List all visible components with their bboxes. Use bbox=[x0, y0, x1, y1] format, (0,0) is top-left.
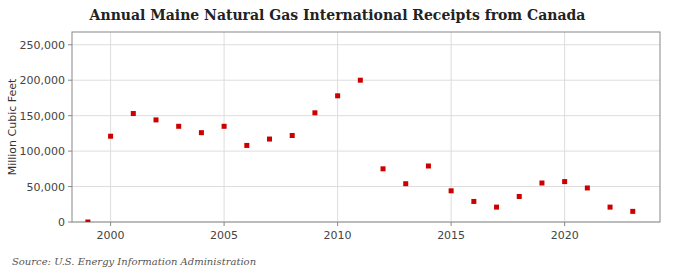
tick bbox=[68, 186, 72, 187]
point bbox=[403, 181, 408, 186]
point bbox=[449, 188, 454, 193]
point bbox=[199, 130, 204, 135]
tick-label: 0 bbox=[58, 216, 65, 229]
grid-line bbox=[110, 32, 111, 222]
point bbox=[244, 143, 249, 148]
tick-label: 2010 bbox=[324, 229, 352, 242]
point bbox=[267, 137, 272, 142]
point bbox=[290, 133, 295, 138]
grid-line bbox=[72, 44, 660, 45]
tick-label: 2015 bbox=[437, 229, 465, 242]
point bbox=[176, 124, 181, 129]
tick bbox=[68, 80, 72, 81]
grid-line bbox=[451, 32, 452, 222]
background bbox=[0, 0, 675, 275]
tick bbox=[564, 222, 565, 226]
grid-line bbox=[72, 115, 660, 116]
point bbox=[539, 181, 544, 186]
tick bbox=[224, 222, 225, 226]
tick-label: 2020 bbox=[551, 229, 579, 242]
grid-line bbox=[72, 80, 660, 81]
source-note: Source: U.S. Energy Information Administ… bbox=[12, 256, 256, 267]
tick bbox=[68, 115, 72, 116]
point bbox=[517, 194, 522, 199]
tick bbox=[68, 222, 72, 223]
point bbox=[471, 199, 476, 204]
point bbox=[335, 93, 340, 98]
tick bbox=[68, 151, 72, 152]
point bbox=[131, 111, 136, 116]
tick-label: 50,000 bbox=[27, 181, 66, 194]
grid-line bbox=[72, 186, 660, 187]
plot-frame bbox=[72, 32, 660, 222]
point bbox=[562, 179, 567, 184]
point bbox=[585, 185, 590, 190]
tick bbox=[68, 44, 72, 45]
point bbox=[85, 219, 90, 222]
point bbox=[154, 117, 159, 122]
point bbox=[381, 166, 386, 171]
grid-line bbox=[337, 32, 338, 222]
tick bbox=[337, 222, 338, 226]
tick-label: 150,000 bbox=[20, 110, 66, 123]
points bbox=[85, 78, 635, 222]
tick-label: 2005 bbox=[210, 229, 238, 242]
grid-line bbox=[72, 151, 660, 152]
tick-label: 2000 bbox=[97, 229, 125, 242]
point bbox=[608, 205, 613, 210]
point bbox=[222, 124, 227, 129]
point bbox=[630, 209, 635, 214]
axes: 0 50,000 100,000 150,000 200,000 250,000 2000 2… bbox=[20, 32, 661, 242]
point bbox=[358, 78, 363, 83]
tick-label: 250,000 bbox=[20, 39, 66, 52]
y-axis-label: Million Cubic Feet bbox=[6, 78, 19, 175]
grid-line bbox=[564, 32, 565, 222]
tick-label: 200,000 bbox=[20, 74, 66, 87]
tick-label: 100,000 bbox=[20, 145, 66, 158]
point bbox=[108, 134, 113, 139]
point bbox=[426, 163, 431, 168]
tick bbox=[451, 222, 452, 226]
point bbox=[494, 205, 499, 210]
tick bbox=[110, 222, 111, 226]
title: Annual Maine Natural Gas International R… bbox=[89, 7, 586, 23]
point bbox=[312, 110, 317, 115]
chart: Annual Maine Natural Gas International R… bbox=[0, 0, 675, 275]
